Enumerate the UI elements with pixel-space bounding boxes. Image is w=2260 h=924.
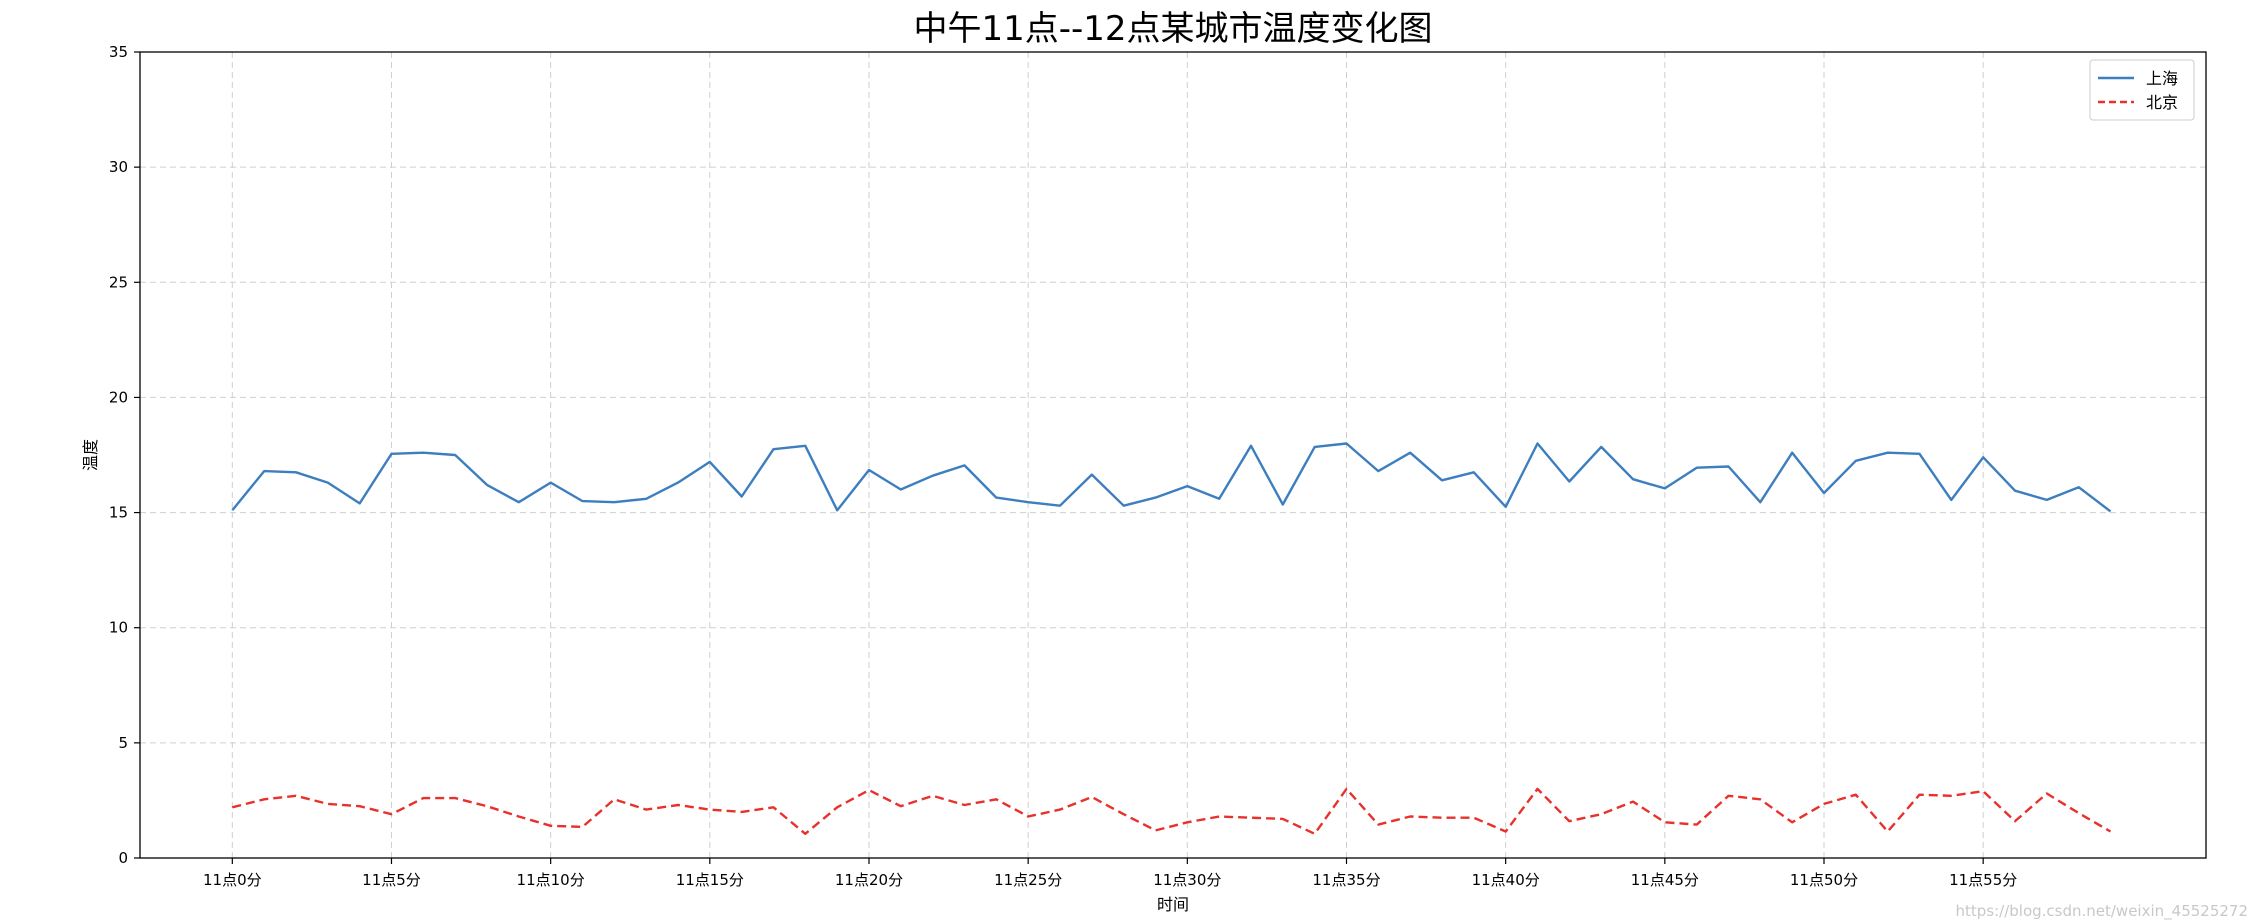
y-axis: 0 5 10 15 20 25 30 35 (109, 43, 140, 867)
x-tick-label: 11点15分 (676, 871, 744, 889)
y-tick-label: 15 (109, 504, 128, 522)
chart-title: 中午11点--12点某城市温度变化图 (913, 9, 1432, 49)
x-tick-label: 11点35分 (1312, 871, 1380, 889)
x-tick-label: 11点30分 (1153, 871, 1221, 889)
legend-label-1: 上海 (2146, 69, 2178, 88)
plot-frame (139, 51, 2207, 859)
series-line-1 (231, 442, 2112, 513)
watermark-text: https://blog.csdn.net/weixin_45525272 (1955, 902, 2248, 920)
x-tick-label: 11点5分 (362, 871, 421, 889)
grid-layer (140, 52, 2206, 858)
y-tick-label: 35 (109, 43, 128, 61)
y-tick-label: 20 (109, 388, 128, 406)
x-tick-label: 11点55分 (1949, 871, 2017, 889)
x-tick-label: 11点40分 (1472, 871, 1540, 889)
y-tick-label: 10 (109, 619, 128, 637)
legend-label-2: 北京 (2146, 93, 2178, 112)
y-tick-label: 0 (118, 849, 128, 867)
x-tick-label: 11点0分 (203, 871, 262, 889)
x-tick-label: 11点45分 (1631, 871, 1699, 889)
y-tick-label: 5 (118, 734, 128, 752)
series-layer (231, 442, 2112, 835)
x-axis: 11点0分 11点5分 11点10分 11点15分 11点20分 11点25分 11点30分… (203, 858, 2017, 889)
x-tick-label: 11点10分 (517, 871, 585, 889)
y-tick-label: 25 (109, 273, 128, 291)
legend-box (2089, 59, 2195, 121)
x-tick-label: 11点20分 (835, 871, 903, 889)
x-tick-label: 11点25分 (994, 871, 1062, 889)
y-axis-label: 温度 (81, 439, 100, 471)
series-line-2 (232, 787, 2112, 835)
y-tick-label: 30 (109, 158, 128, 176)
x-tick-label: 11点50分 (1790, 871, 1858, 889)
x-axis-label: 时间 (1157, 895, 1189, 914)
